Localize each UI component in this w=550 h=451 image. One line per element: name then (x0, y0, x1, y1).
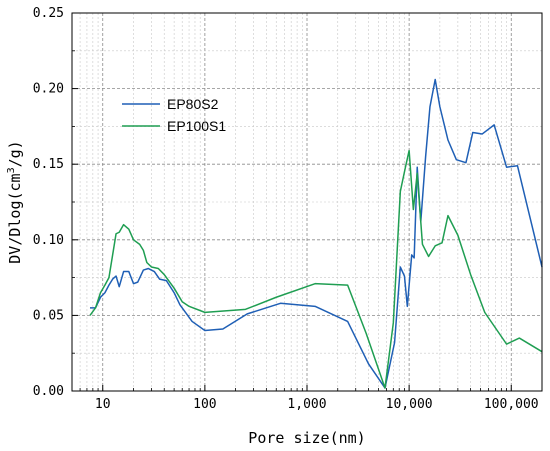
x-tick-label: 100 (193, 397, 216, 412)
series-line-ep100s1 (89, 149, 543, 389)
x-axis-label: Pore size(nm) (248, 429, 365, 447)
y-tick-label: 0.20 (33, 82, 64, 97)
x-tick-label: 100,000 (484, 397, 539, 412)
legend-label-ep100s1: EP100S1 (167, 118, 226, 134)
legend: EP80S2 EP100S1 (122, 96, 226, 134)
y-axis-label-main: DV/Dlog(cm (6, 173, 24, 263)
y-tick-label: 0.10 (33, 233, 64, 248)
y-axis-label-sup: 3 (6, 167, 17, 173)
series-layer (89, 78, 543, 389)
y-tick-label: 0.15 (33, 157, 64, 172)
x-tick-label: 10 (95, 397, 111, 412)
y-tick-label: 0.05 (33, 308, 64, 323)
x-tick-label: 1,000 (287, 397, 326, 412)
grid (72, 13, 542, 391)
y-tick-label: 0.25 (33, 6, 64, 21)
x-tick-label: 10,000 (386, 397, 433, 412)
series-line-ep80s2 (89, 78, 543, 389)
y-axis-label-suffix: /g) (6, 140, 24, 167)
y-axis-label: DV/Dlog(cm3/g) (6, 140, 24, 263)
y-tick-label: 0.00 (33, 384, 64, 399)
legend-label-ep80s2: EP80S2 (167, 96, 219, 112)
ticks: 10 100 1,000 10,000 100,000 0.00 0.05 0.10 0.15 0… (33, 6, 539, 412)
